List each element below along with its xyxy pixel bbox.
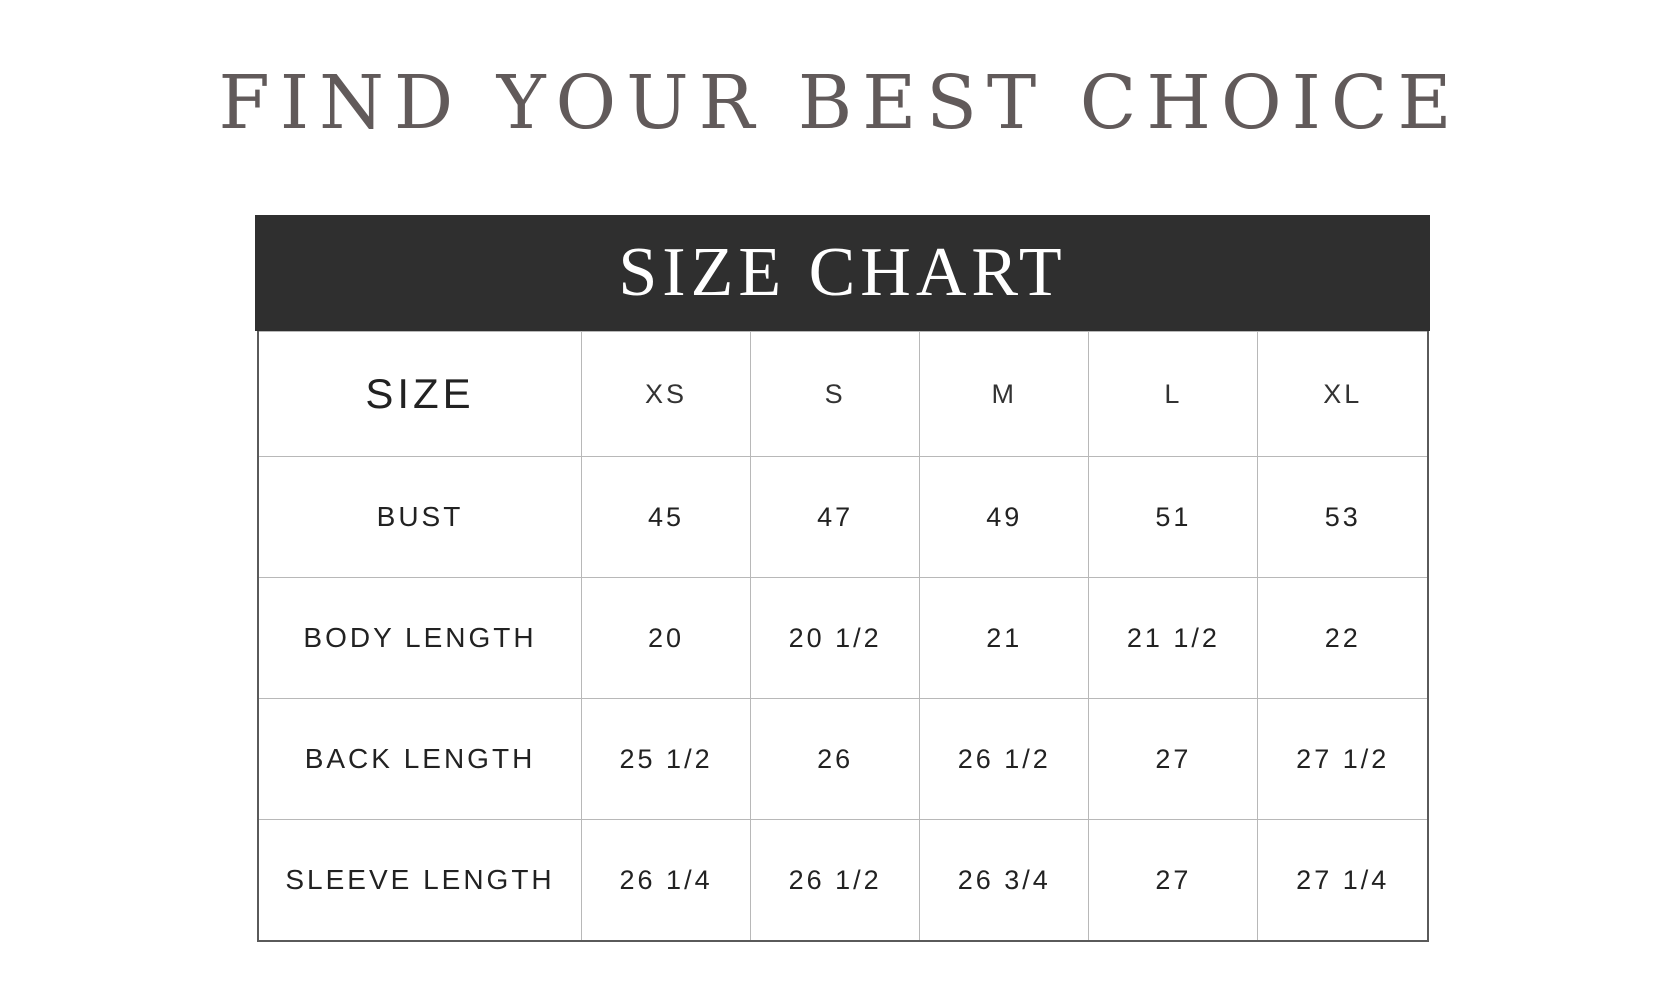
measurement-value: 49 [919, 456, 1090, 578]
table-row: BODY LENGTH 20 20 1/2 21 21 1/2 22 [257, 577, 1429, 699]
measurement-value: 27 1/4 [1257, 819, 1429, 942]
measurement-value: 51 [1088, 456, 1259, 578]
size-table: SIZE XS S M L XL BUST 45 47 49 51 53 BODY LENG… [257, 331, 1429, 942]
size-corner-label: SIZE [257, 331, 582, 457]
measurement-label: BUST [257, 456, 582, 578]
measurement-value: 20 [580, 577, 752, 699]
measurement-value: 26 3/4 [919, 819, 1090, 942]
size-column-header: S [750, 331, 921, 457]
size-chart: SIZE CHART SIZE XS S M L XL BUST 45 47 49 51… [255, 215, 1430, 942]
measurement-value: 21 [919, 577, 1090, 699]
size-column-header: L [1088, 331, 1259, 457]
measurement-value: 45 [580, 456, 752, 578]
measurement-value: 53 [1257, 456, 1429, 578]
measurement-value: 25 1/2 [580, 698, 752, 820]
size-column-header: XL [1257, 331, 1429, 457]
measurement-value: 26 [750, 698, 921, 820]
size-column-header: XS [580, 331, 752, 457]
page-title: FIND YOUR BEST CHOICE [218, 60, 1462, 146]
measurement-value: 26 1/4 [580, 819, 752, 942]
measurement-value: 27 1/2 [1257, 698, 1429, 820]
measurement-value: 47 [750, 456, 921, 578]
measurement-value: 26 1/2 [750, 819, 921, 942]
measurement-label: SLEEVE LENGTH [257, 819, 582, 942]
measurement-value: 27 [1088, 819, 1259, 942]
measurement-value: 22 [1257, 577, 1429, 699]
measurement-value: 20 1/2 [750, 577, 921, 699]
table-row: BUST 45 47 49 51 53 [257, 456, 1429, 578]
measurement-label: BACK LENGTH [257, 698, 582, 820]
measurement-value: 26 1/2 [919, 698, 1090, 820]
table-row: BACK LENGTH 25 1/2 26 26 1/2 27 27 1/2 [257, 698, 1429, 820]
measurement-value: 27 [1088, 698, 1259, 820]
measurement-value: 21 1/2 [1088, 577, 1259, 699]
size-chart-header: SIZE CHART [255, 215, 1430, 331]
table-row: SLEEVE LENGTH 26 1/4 26 1/2 26 3/4 27 27 1/4 [257, 819, 1429, 942]
measurement-label: BODY LENGTH [257, 577, 582, 699]
size-header-row: SIZE XS S M L XL [257, 331, 1429, 457]
size-column-header: M [919, 331, 1090, 457]
